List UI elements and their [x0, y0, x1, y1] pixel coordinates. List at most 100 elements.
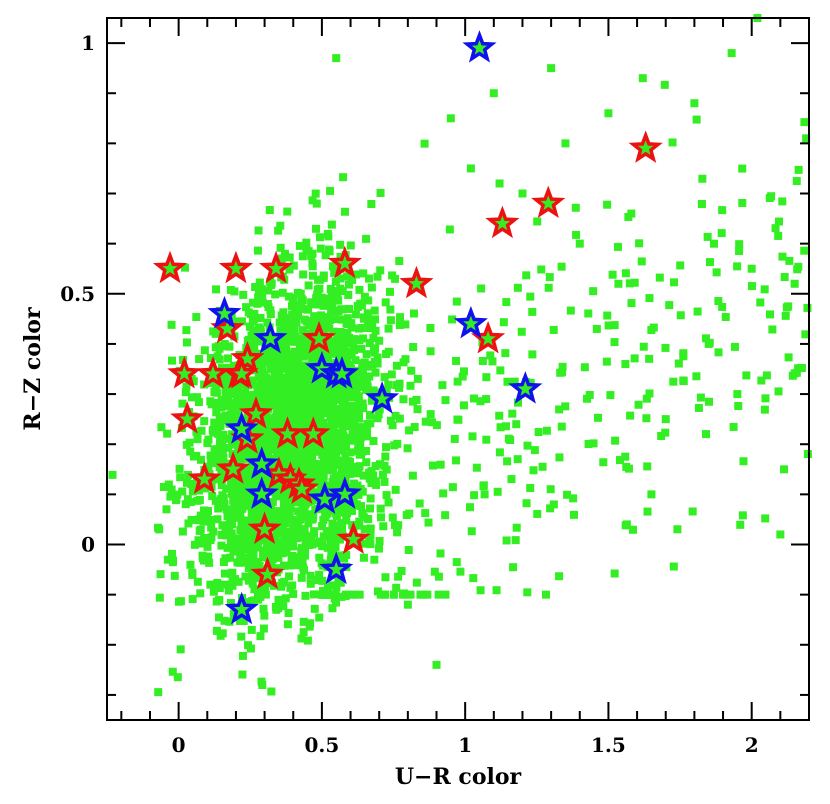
scatter-point — [227, 529, 236, 538]
scatter-point — [173, 490, 182, 499]
scatter-point — [289, 451, 298, 460]
scatter-point — [340, 207, 349, 216]
scatter-point — [318, 450, 327, 459]
scatter-point — [353, 367, 362, 376]
scatter-point — [276, 518, 285, 527]
scatter-point — [256, 328, 265, 337]
scatter-point — [542, 426, 551, 435]
scatter-point — [327, 392, 336, 401]
scatter-point — [226, 285, 235, 294]
scatter-point — [195, 486, 204, 495]
scatter-point — [194, 515, 203, 524]
scatter-point — [326, 413, 335, 422]
scatter-point — [359, 471, 368, 480]
scatter-point — [238, 651, 247, 660]
scatter-point — [738, 164, 747, 173]
scatter-point — [278, 414, 287, 423]
scatter-point — [318, 419, 327, 428]
scatter-point — [310, 604, 319, 613]
scatter-point — [258, 285, 267, 294]
scatter-point — [739, 457, 748, 466]
scatter-point — [603, 200, 612, 209]
scatter-point — [355, 445, 364, 454]
scatter-point — [294, 397, 303, 406]
scatter-point — [356, 433, 365, 442]
scatter-point — [277, 311, 286, 320]
scatter-point — [248, 497, 257, 506]
scatter-point — [436, 549, 445, 558]
scatter-point — [555, 572, 564, 581]
scatter-point — [296, 363, 305, 372]
scatter-point — [207, 400, 216, 409]
scatter-point — [501, 422, 510, 431]
scatter-point — [366, 504, 375, 513]
scatter-point — [441, 396, 450, 405]
scatter-point — [376, 504, 385, 513]
scatter-point — [380, 590, 389, 599]
scatter-point — [337, 315, 346, 324]
scatter-point — [735, 240, 744, 249]
scatter-point — [333, 286, 342, 295]
scatter-point — [290, 417, 299, 426]
scatter-point — [299, 495, 308, 504]
scatter-point — [267, 687, 276, 696]
scatter-point — [297, 338, 306, 347]
scatter-point — [233, 317, 242, 326]
scatter-point — [319, 423, 328, 432]
scatter-point — [287, 528, 296, 537]
scatter-point — [326, 186, 335, 195]
scatter-point — [254, 293, 263, 302]
scatter-point — [522, 271, 531, 280]
scatter-point — [349, 344, 358, 353]
scatter-point — [359, 539, 368, 548]
scatter-point — [227, 569, 236, 578]
scatter-point — [166, 492, 175, 501]
scatter-point — [222, 528, 231, 537]
scatter-point — [218, 521, 227, 530]
scatter-point — [293, 348, 302, 357]
scatter-point — [621, 269, 630, 278]
scatter-point — [300, 315, 309, 324]
scatter-point — [304, 411, 313, 420]
scatter-point — [360, 313, 369, 322]
scatter-point — [346, 385, 355, 394]
scatter-point — [298, 296, 307, 305]
scatter-point — [286, 329, 295, 338]
scatter-point — [703, 232, 712, 241]
scatter-point — [365, 474, 374, 483]
scatter-point — [328, 448, 337, 457]
scatter-point — [395, 383, 404, 392]
red-star-marker — [152, 250, 188, 284]
scatter-point — [362, 446, 371, 455]
scatter-point — [207, 516, 216, 525]
scatter-point — [625, 279, 634, 288]
scatter-point — [188, 487, 197, 496]
red-star-marker — [301, 320, 337, 354]
scatter-point — [665, 301, 674, 310]
scatter-point — [281, 253, 290, 262]
scatter-point — [261, 584, 270, 593]
scatter-point — [507, 475, 516, 484]
blue-star-marker — [244, 446, 279, 479]
scatter-point — [214, 342, 223, 351]
scatter-point — [495, 411, 504, 420]
scatter-point — [233, 383, 242, 392]
scatter-point — [288, 406, 297, 415]
scatter-point — [243, 453, 252, 462]
scatter-point — [223, 512, 232, 521]
scatter-point — [561, 402, 570, 411]
scatter-point — [496, 366, 505, 375]
scatter-point — [733, 262, 742, 271]
scatter-point — [293, 455, 302, 464]
scatter-point — [328, 262, 337, 271]
scatter-point — [572, 230, 581, 239]
scatter-point — [364, 515, 373, 524]
scatter-point — [407, 366, 416, 375]
scatter-point — [747, 264, 756, 273]
scatter-point — [288, 350, 297, 359]
scatter-point — [294, 377, 303, 386]
scatter-point — [331, 542, 340, 551]
scatter-point — [534, 428, 543, 437]
scatter-point — [615, 456, 624, 465]
scatter-point — [321, 388, 330, 397]
